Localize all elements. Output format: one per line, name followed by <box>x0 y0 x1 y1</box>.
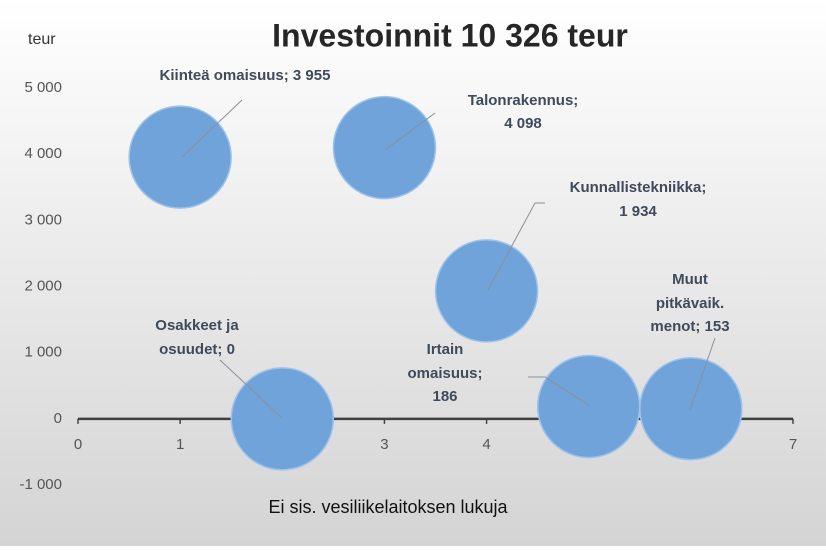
x-tick-label: 0 <box>74 436 82 453</box>
data-label: Muut pitkävaik. menot; 153 <box>650 271 729 335</box>
data-label-line: Kunnallistekniikka; <box>570 179 707 196</box>
leader-line <box>487 202 545 291</box>
data-label: Irtain omaisuus; 186 <box>407 341 482 405</box>
data-label-line: Kiinteä omaisuus; 3 955 <box>160 67 331 84</box>
x-axis-label: Ei sis. vesiliikelaitoksen lukuja <box>268 497 508 517</box>
data-label-line: 1 934 <box>619 203 657 220</box>
x-tick-label: 4 <box>482 436 490 453</box>
data-label-line: Talonrakennus; <box>468 92 579 109</box>
data-label: Kiinteä omaisuus; 3 955 <box>160 67 331 84</box>
leader-line <box>528 376 591 407</box>
leader-line <box>181 99 243 158</box>
y-tick-label: 2 000 <box>24 277 62 294</box>
data-label-line: 4 098 <box>504 115 542 132</box>
chart-title: Investoinnit 10 326 teur <box>272 17 628 53</box>
leader-line <box>689 337 716 411</box>
bubble <box>332 95 437 200</box>
y-axis-label: teur <box>28 31 56 48</box>
data-label-line: osuudet; 0 <box>159 341 235 358</box>
data-label-line: 186 <box>432 388 457 405</box>
y-tick-label: 1 000 <box>24 344 62 361</box>
y-tick-label: 3 000 <box>24 211 62 228</box>
data-label: Talonrakennus; 4 098 <box>468 92 579 132</box>
leader-line <box>384 112 436 151</box>
bubble <box>434 239 539 343</box>
y-tick-label: -1 000 <box>19 476 62 493</box>
data-label-line: Muut <box>672 271 708 288</box>
x-tick-label: 3 <box>380 436 388 453</box>
data-label: Kunnallistekniikka; 1 934 <box>570 179 707 220</box>
y-tick-label: 0 <box>54 410 62 427</box>
data-label-line: Osakkeet ja <box>155 317 239 334</box>
bubble <box>128 105 232 209</box>
x-tick-label: 7 <box>789 436 797 453</box>
y-tick-label: 5 000 <box>24 79 62 96</box>
bubble <box>536 354 641 459</box>
x-tick-label: 1 <box>176 436 184 453</box>
data-label-line: pitkävaik. <box>656 295 724 312</box>
leader-line <box>219 359 283 419</box>
y-tick-label: 4 000 <box>24 145 62 162</box>
data-label: Osakkeet ja osuudet; 0 <box>155 317 239 358</box>
data-label-line: Irtain <box>427 341 464 358</box>
data-label-line: menot; 153 <box>650 318 729 335</box>
bubble <box>230 367 335 471</box>
data-label-line: omaisuus; <box>407 365 482 382</box>
